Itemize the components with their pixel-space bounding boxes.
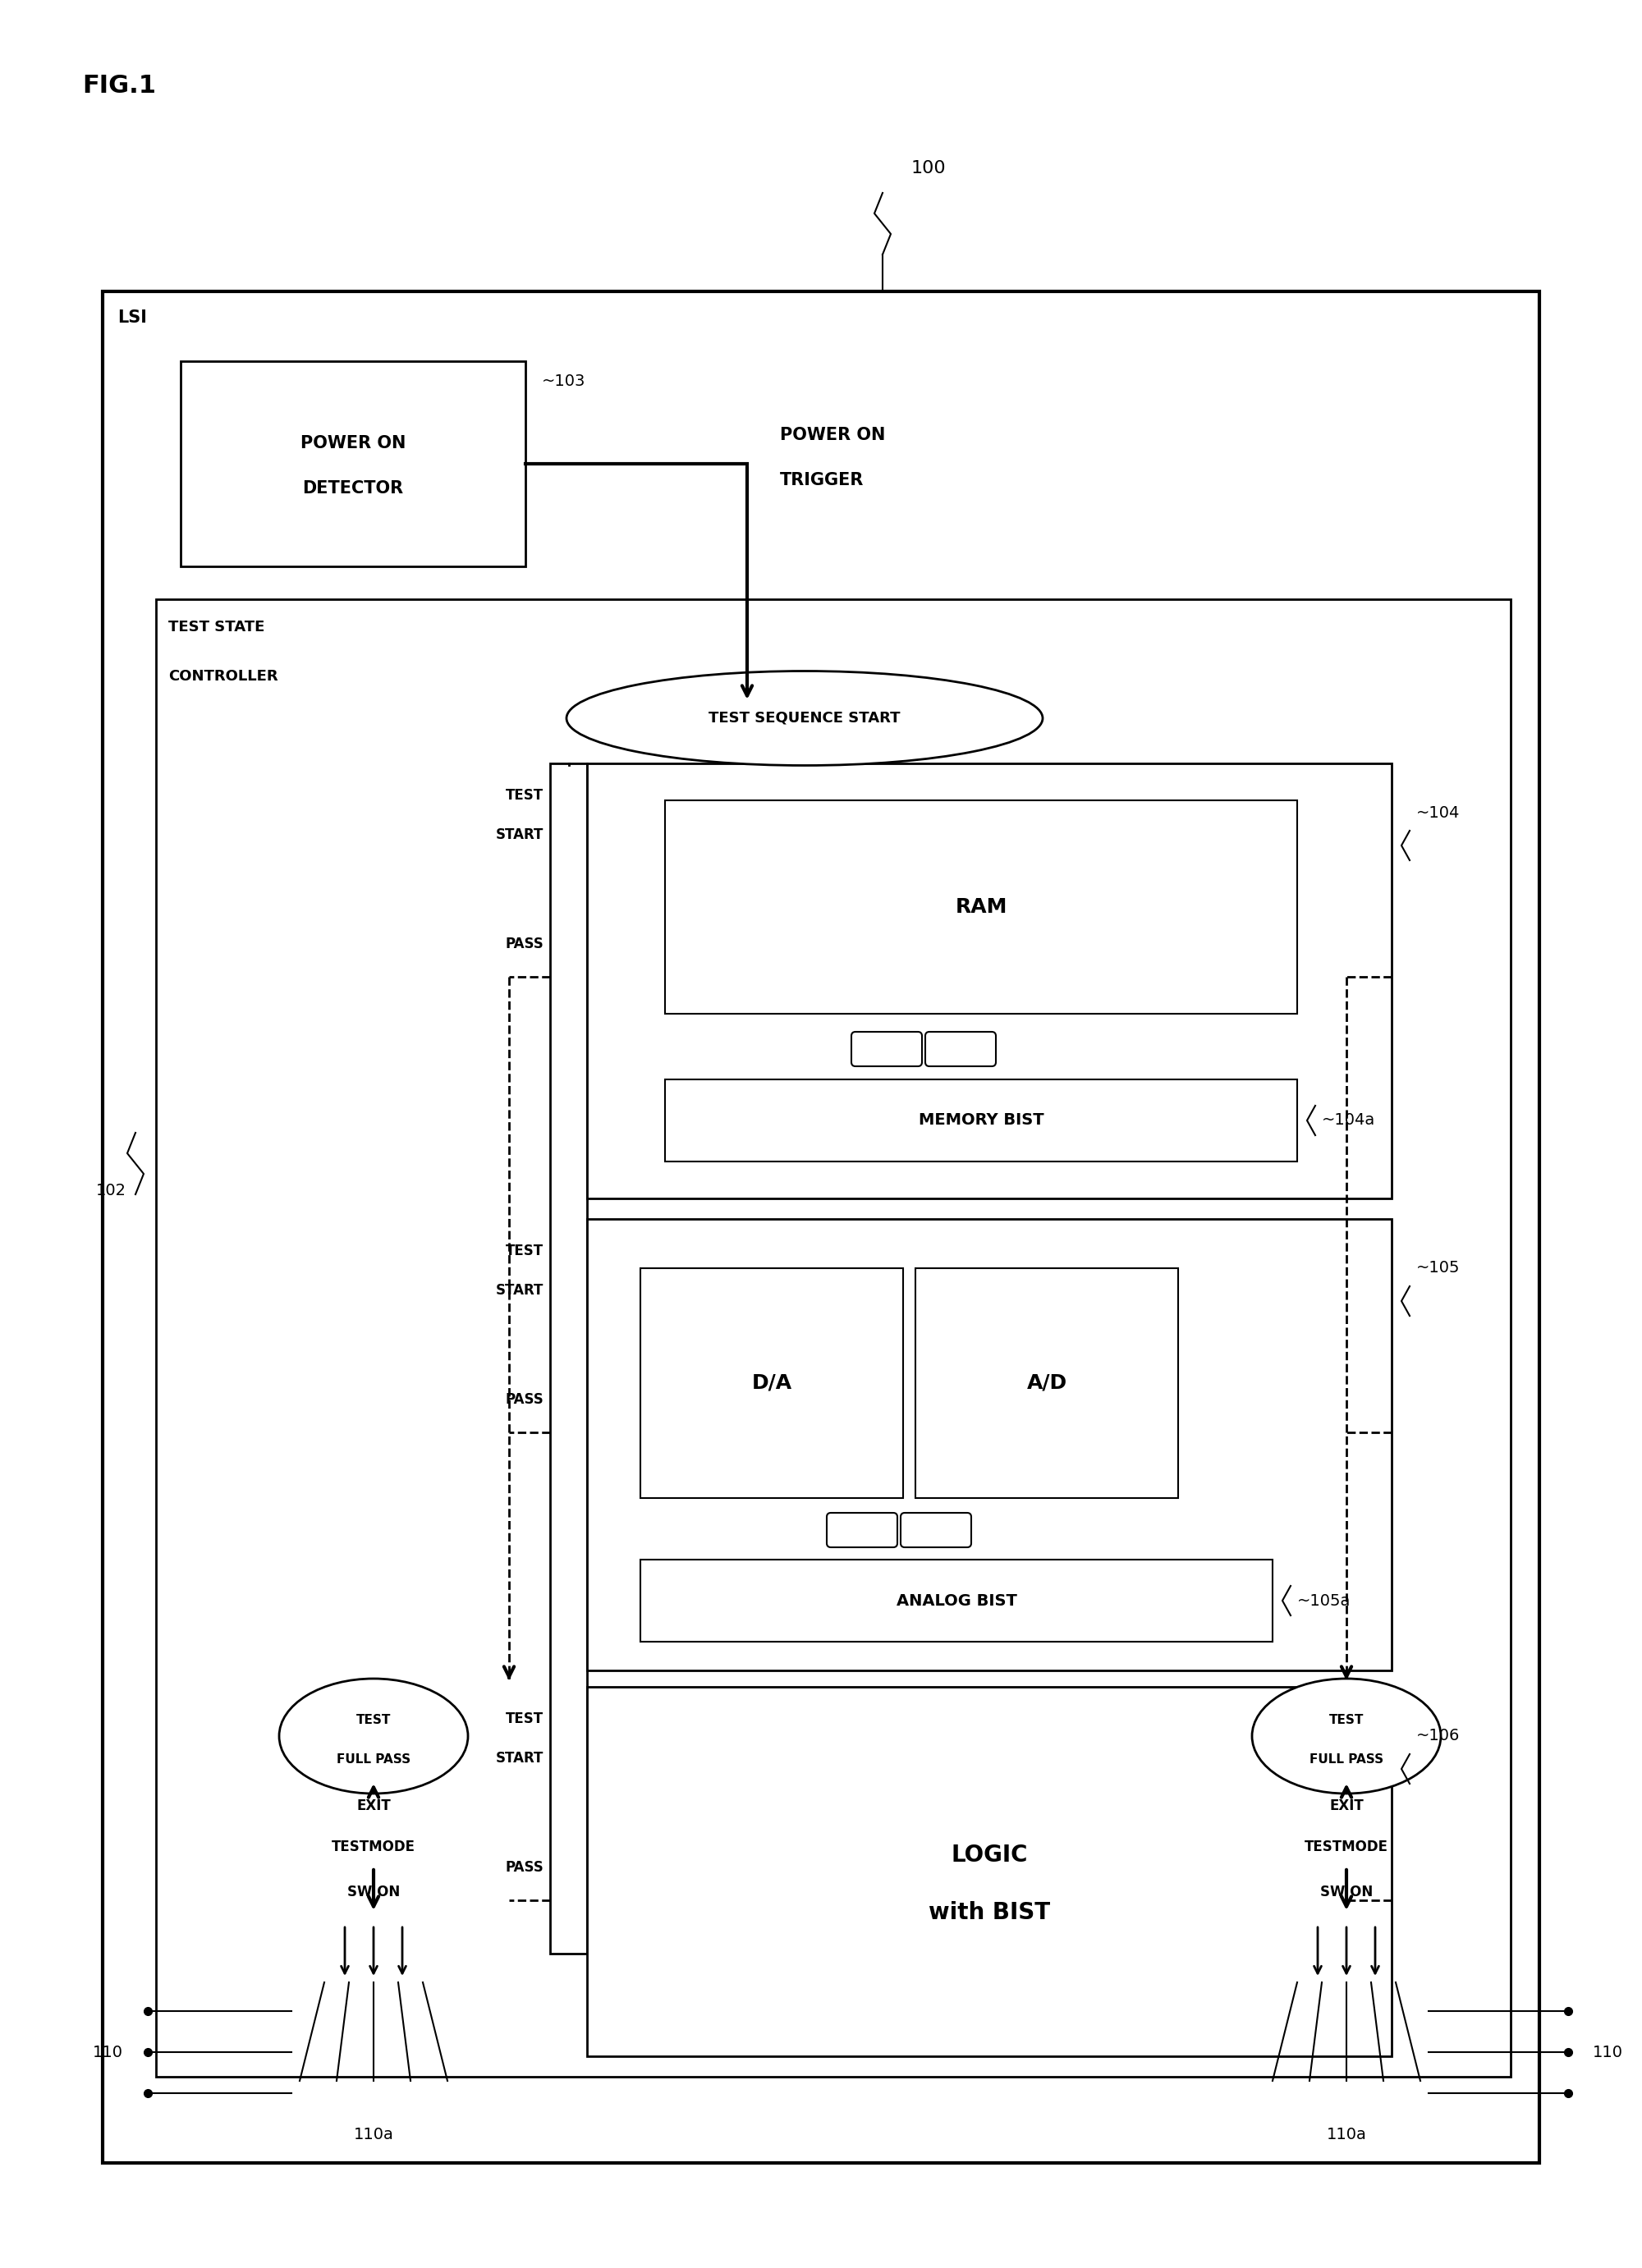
Text: LOGIC: LOGIC xyxy=(951,1844,1028,1867)
Text: START: START xyxy=(496,828,544,841)
Bar xyxy=(916,1268,1179,1499)
FancyBboxPatch shape xyxy=(924,1032,995,1066)
FancyBboxPatch shape xyxy=(900,1513,970,1547)
Bar xyxy=(640,1268,903,1499)
FancyArrowPatch shape xyxy=(1314,1928,1322,1973)
Text: RAM: RAM xyxy=(956,898,1007,916)
Ellipse shape xyxy=(279,1678,468,1794)
Text: 102: 102 xyxy=(95,1182,126,1198)
Text: ~105a: ~105a xyxy=(1297,1592,1351,1608)
Text: FIG.1: FIG.1 xyxy=(82,75,156,98)
FancyArrowPatch shape xyxy=(368,1787,379,1796)
Text: EXIT: EXIT xyxy=(1330,1799,1363,1812)
Bar xyxy=(588,1218,1392,1672)
Text: ~105: ~105 xyxy=(1417,1261,1460,1277)
Text: TEST STATE: TEST STATE xyxy=(167,619,264,635)
FancyArrowPatch shape xyxy=(342,1928,348,1973)
Text: POWER ON: POWER ON xyxy=(300,435,406,451)
Text: 110a: 110a xyxy=(1327,2127,1366,2141)
Text: TEST: TEST xyxy=(506,1712,544,1726)
FancyArrowPatch shape xyxy=(369,1928,378,1973)
Text: EXIT: EXIT xyxy=(356,1799,391,1812)
Bar xyxy=(665,801,1297,1014)
FancyArrowPatch shape xyxy=(1371,1928,1379,1973)
Text: POWER ON: POWER ON xyxy=(780,426,885,442)
Text: SW ON: SW ON xyxy=(346,1885,401,1898)
Text: START: START xyxy=(496,1284,544,1297)
Ellipse shape xyxy=(566,671,1043,764)
Ellipse shape xyxy=(1251,1678,1442,1794)
Bar xyxy=(102,290,1540,2164)
Text: 100: 100 xyxy=(911,161,946,177)
Text: DETECTOR: DETECTOR xyxy=(302,481,404,497)
Bar xyxy=(640,1560,1273,1642)
FancyBboxPatch shape xyxy=(826,1513,897,1547)
Text: TEST: TEST xyxy=(356,1715,391,1726)
Bar xyxy=(588,764,1392,1198)
Text: LSI: LSI xyxy=(118,308,146,327)
Text: TEST: TEST xyxy=(506,1243,544,1259)
Text: ~104a: ~104a xyxy=(1322,1114,1376,1127)
FancyArrowPatch shape xyxy=(742,465,752,696)
Text: 110: 110 xyxy=(92,2043,123,2059)
Text: PASS: PASS xyxy=(506,1860,544,1876)
FancyArrowPatch shape xyxy=(1342,1667,1351,1678)
Text: A/D: A/D xyxy=(1026,1374,1067,1393)
Text: TEST: TEST xyxy=(506,787,544,803)
FancyArrowPatch shape xyxy=(1342,1787,1351,1796)
Bar xyxy=(665,1080,1297,1161)
FancyArrowPatch shape xyxy=(1343,1928,1350,1973)
Text: TEST: TEST xyxy=(1328,1715,1365,1726)
Bar xyxy=(550,764,588,1953)
Text: 110: 110 xyxy=(1593,2043,1624,2059)
FancyArrowPatch shape xyxy=(368,1869,379,1907)
Text: TESTMODE: TESTMODE xyxy=(332,1839,415,1855)
Bar xyxy=(156,599,1511,2077)
FancyArrowPatch shape xyxy=(504,1667,514,1678)
Text: ~106: ~106 xyxy=(1417,1728,1460,1744)
FancyArrowPatch shape xyxy=(399,1928,406,1973)
Text: FULL PASS: FULL PASS xyxy=(337,1753,410,1765)
Text: D/A: D/A xyxy=(752,1374,791,1393)
Text: SW ON: SW ON xyxy=(1320,1885,1373,1898)
Text: TRIGGER: TRIGGER xyxy=(780,472,864,488)
Bar xyxy=(181,361,525,567)
Text: TESTMODE: TESTMODE xyxy=(1304,1839,1387,1855)
Text: with BIST: with BIST xyxy=(928,1901,1051,1923)
Text: PASS: PASS xyxy=(506,1393,544,1406)
Text: ~103: ~103 xyxy=(542,374,586,390)
FancyArrowPatch shape xyxy=(1342,1869,1351,1907)
Text: ~104: ~104 xyxy=(1417,805,1460,821)
Text: START: START xyxy=(496,1751,544,1767)
Text: FULL PASS: FULL PASS xyxy=(1309,1753,1384,1765)
Text: PASS: PASS xyxy=(506,937,544,950)
Text: 110a: 110a xyxy=(353,2127,394,2141)
Bar xyxy=(588,1687,1392,2057)
Text: ANALOG BIST: ANALOG BIST xyxy=(897,1592,1016,1608)
Text: MEMORY BIST: MEMORY BIST xyxy=(918,1114,1044,1127)
FancyBboxPatch shape xyxy=(851,1032,921,1066)
Text: TEST SEQUENCE START: TEST SEQUENCE START xyxy=(709,710,900,726)
Text: CONTROLLER: CONTROLLER xyxy=(167,669,277,683)
